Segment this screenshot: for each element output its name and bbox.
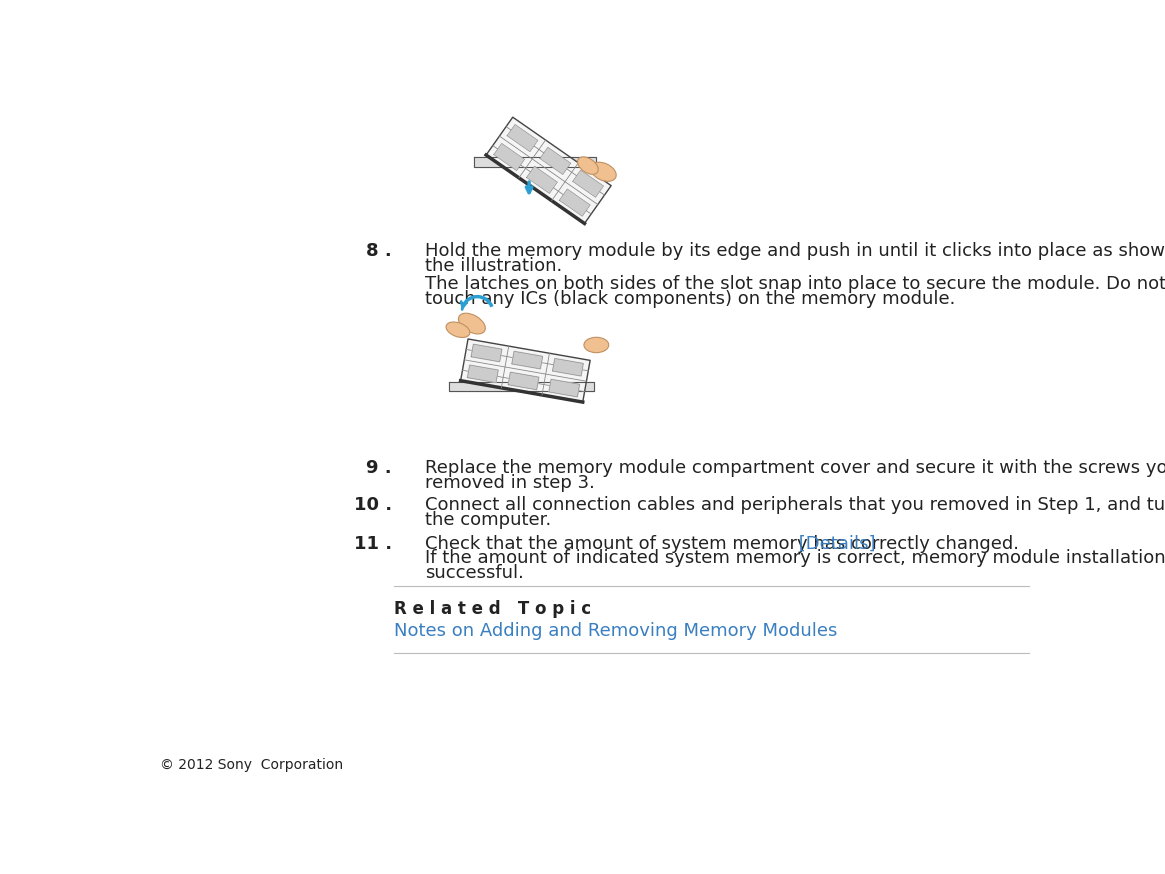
- Text: [Details]: [Details]: [793, 535, 876, 552]
- Text: Connect all connection cables and peripherals that you removed in Step 1, and tu: Connect all connection cables and periph…: [424, 496, 1165, 514]
- Polygon shape: [549, 379, 579, 397]
- Polygon shape: [449, 382, 594, 392]
- Text: Hold the memory module by its edge and push in until it clicks into place as sho: Hold the memory module by its edge and p…: [424, 242, 1165, 260]
- Ellipse shape: [591, 163, 616, 181]
- Polygon shape: [539, 147, 571, 175]
- Text: R e l a t e d   T o p i c: R e l a t e d T o p i c: [394, 600, 591, 618]
- Polygon shape: [573, 170, 603, 198]
- Text: successful.: successful.: [424, 564, 523, 582]
- Text: the computer.: the computer.: [424, 510, 551, 529]
- Polygon shape: [507, 124, 538, 152]
- Ellipse shape: [584, 337, 609, 353]
- Polygon shape: [494, 143, 524, 170]
- Text: the illustration.: the illustration.: [424, 257, 562, 274]
- Text: Check that the amount of system memory has correctly changed.: Check that the amount of system memory h…: [424, 535, 1018, 552]
- Text: The latches on both sides of the slot snap into place to secure the module. Do n: The latches on both sides of the slot sn…: [424, 275, 1165, 293]
- Text: 8 .: 8 .: [366, 242, 393, 260]
- Ellipse shape: [578, 157, 599, 174]
- Text: If the amount of indicated system memory is correct, memory module installation : If the amount of indicated system memory…: [424, 549, 1165, 567]
- Ellipse shape: [459, 313, 486, 334]
- Text: touch any ICs (black components) on the memory module.: touch any ICs (black components) on the …: [424, 289, 955, 308]
- Ellipse shape: [446, 322, 469, 337]
- Polygon shape: [474, 157, 596, 167]
- Text: Notes on Adding and Removing Memory Modules: Notes on Adding and Removing Memory Modu…: [394, 622, 836, 641]
- Text: removed in step 3.: removed in step 3.: [424, 474, 594, 492]
- Polygon shape: [486, 117, 612, 224]
- Text: 9 .: 9 .: [367, 459, 393, 477]
- Text: Replace the memory module compartment cover and secure it with the screws you: Replace the memory module compartment co…: [424, 459, 1165, 477]
- Polygon shape: [527, 166, 557, 193]
- Polygon shape: [552, 358, 584, 376]
- Text: 10 .: 10 .: [354, 496, 393, 514]
- Text: 11 .: 11 .: [354, 535, 393, 552]
- Polygon shape: [511, 351, 543, 369]
- Polygon shape: [508, 372, 539, 390]
- Polygon shape: [460, 339, 591, 402]
- Polygon shape: [559, 189, 591, 216]
- Text: © 2012 Sony  Corporation: © 2012 Sony Corporation: [160, 758, 343, 772]
- Polygon shape: [471, 344, 502, 362]
- Polygon shape: [467, 365, 499, 383]
